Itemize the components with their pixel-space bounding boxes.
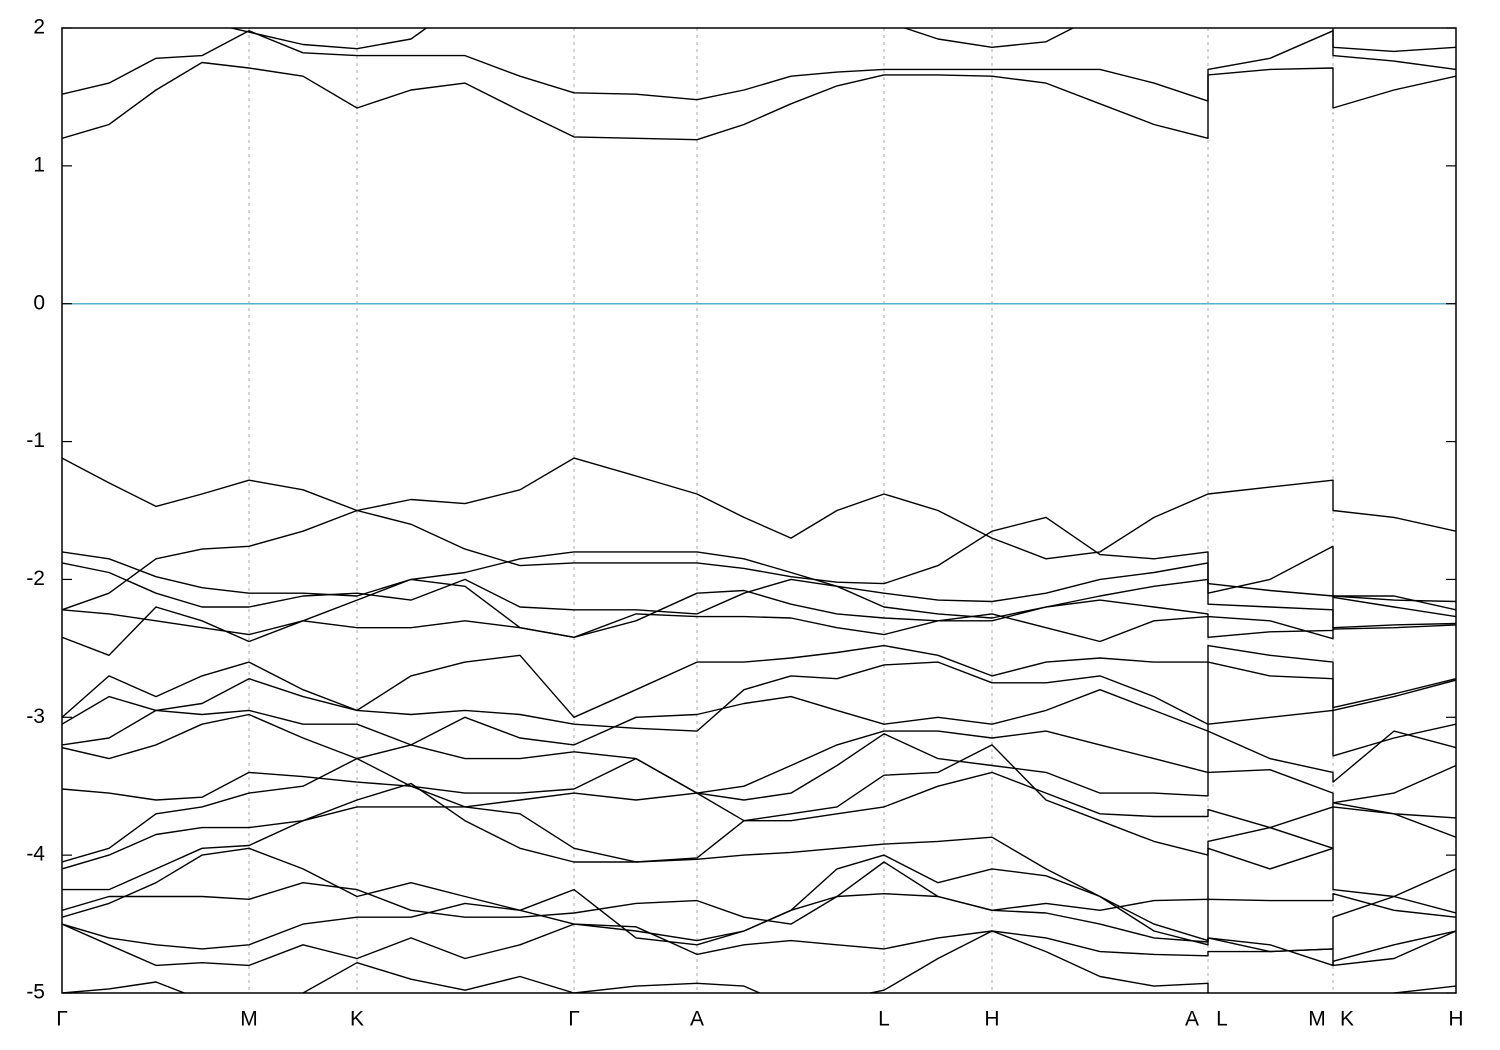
y-tick-label: -1 bbox=[26, 429, 45, 452]
band-line bbox=[62, 30, 1456, 102]
band-line bbox=[62, 644, 1456, 718]
band-line bbox=[62, 61, 1456, 141]
x-tick-label: M bbox=[1308, 1008, 1326, 1031]
band-line bbox=[62, 771, 1456, 870]
x-tick-label: A bbox=[1185, 1008, 1199, 1031]
bands bbox=[62, 28, 1456, 993]
y-tick-label: 2 bbox=[33, 16, 45, 39]
band-line bbox=[62, 689, 1456, 757]
y-tick-label: 0 bbox=[33, 291, 45, 314]
x-tick-label: A bbox=[690, 1008, 704, 1031]
band-line bbox=[62, 713, 1456, 794]
band-line bbox=[62, 578, 1456, 640]
x-tick-label: H bbox=[1448, 1008, 1463, 1031]
band-line bbox=[62, 509, 1456, 611]
band-line bbox=[62, 744, 1456, 863]
x-tick-label: Γ bbox=[568, 1008, 580, 1031]
band-line bbox=[62, 551, 1456, 618]
band-line bbox=[62, 733, 1456, 804]
x-tick-label: L bbox=[878, 1008, 890, 1031]
y-tick-label: -2 bbox=[26, 567, 45, 590]
y-tick-label: 1 bbox=[33, 153, 45, 176]
y-tick-label: -5 bbox=[26, 981, 45, 1004]
y-tick-label: -4 bbox=[26, 843, 45, 866]
plot-frame bbox=[61, 27, 1457, 994]
band-line bbox=[62, 457, 1456, 560]
band-line bbox=[62, 606, 1456, 656]
band-line bbox=[62, 562, 1456, 629]
band-line bbox=[228, 28, 1456, 53]
x-tick-label: K bbox=[350, 1008, 364, 1031]
band-line bbox=[62, 923, 1456, 967]
band-line bbox=[62, 782, 1456, 942]
x-tick-label: L bbox=[1216, 1008, 1228, 1031]
x-tick-label: H bbox=[984, 1008, 999, 1031]
x-tick-label: K bbox=[1340, 1008, 1354, 1031]
grid bbox=[62, 28, 1456, 993]
band-line bbox=[62, 893, 1456, 967]
y-tick-label: -3 bbox=[26, 705, 45, 728]
x-tick-label: Γ bbox=[56, 1008, 68, 1031]
x-tick-label: M bbox=[240, 1008, 258, 1031]
band-line bbox=[62, 661, 1456, 732]
